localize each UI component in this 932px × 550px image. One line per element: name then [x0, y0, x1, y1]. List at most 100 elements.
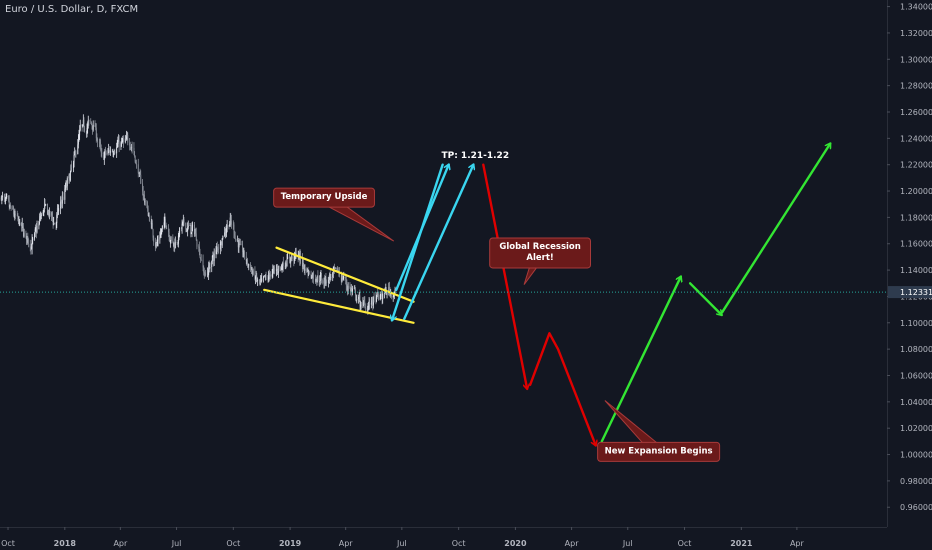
candle-body — [237, 240, 239, 248]
candle-body — [252, 269, 253, 275]
candle-body — [247, 260, 248, 264]
candle-body — [168, 232, 170, 238]
candle-body — [364, 307, 366, 309]
candle-body — [315, 280, 317, 282]
candle-body — [13, 214, 15, 217]
candle-body — [207, 272, 209, 276]
candle-body — [98, 141, 100, 143]
candle-body — [220, 243, 222, 245]
channel-line — [263, 288, 415, 324]
candle-body — [140, 174, 142, 184]
candle-body — [74, 150, 76, 155]
candle-body — [182, 221, 184, 224]
candle-body — [42, 211, 44, 215]
candle-body — [160, 232, 162, 234]
candle-body — [129, 142, 131, 146]
candle-body — [276, 269, 278, 271]
candle-body — [27, 236, 29, 239]
callout-box — [273, 187, 375, 208]
candle-body — [203, 267, 205, 273]
candle-body — [96, 138, 98, 139]
candle-body — [152, 223, 153, 230]
candle-body — [260, 278, 262, 282]
candle-body — [150, 221, 152, 225]
candle-body — [143, 194, 145, 203]
x-tick-label: Apr — [113, 539, 128, 548]
candle-body — [5, 197, 7, 202]
candle-body — [237, 240, 239, 242]
cyan-projection-arrow — [392, 163, 444, 321]
candle-body — [218, 249, 219, 251]
candle-body — [88, 119, 90, 122]
candle-body — [92, 125, 94, 130]
candle-body — [381, 296, 383, 299]
candle-body — [358, 295, 360, 297]
candle-body — [269, 273, 271, 275]
candle-body — [310, 274, 312, 279]
candle-body — [273, 268, 275, 270]
candle-body — [200, 257, 202, 260]
candle-body — [291, 256, 293, 259]
candle-body — [347, 286, 348, 291]
candle-body — [84, 128, 86, 132]
candle-body — [19, 222, 21, 226]
candle-body — [23, 226, 24, 237]
candle-body — [71, 165, 73, 168]
candle-body — [147, 208, 149, 216]
candle-body — [287, 256, 289, 260]
candle-body — [112, 151, 114, 155]
candle-body — [190, 225, 192, 234]
candle-body — [168, 228, 169, 233]
candle-body — [377, 292, 379, 295]
candle-body — [2, 195, 3, 197]
candle-body — [366, 308, 368, 312]
candle-body — [139, 173, 140, 175]
candle-body — [10, 207, 12, 209]
y-tick-label: 1.06000 — [900, 371, 932, 380]
candle-body — [195, 233, 197, 240]
candle-body — [17, 215, 19, 220]
candle-body — [238, 243, 240, 248]
candle-body — [256, 275, 258, 282]
candle-body — [359, 295, 361, 306]
candle-body — [165, 223, 167, 228]
x-tick-label: Oct — [452, 539, 466, 548]
x-tick-label: Oct — [678, 539, 692, 548]
candle-body — [34, 229, 36, 234]
candle-body — [135, 163, 137, 165]
candle-body — [277, 265, 279, 273]
candle-body — [103, 155, 105, 160]
candle-body — [156, 240, 158, 244]
candle-body — [241, 243, 243, 245]
candle-body — [337, 267, 339, 272]
candle-body — [105, 150, 107, 154]
candle-body — [74, 150, 76, 154]
candle-body — [230, 217, 232, 221]
candle-body — [264, 275, 266, 278]
candle-body — [13, 208, 15, 215]
y-tick-label: 1.16000 — [900, 240, 932, 249]
candle-body — [306, 269, 308, 272]
candle-body — [91, 124, 93, 126]
candle-body — [109, 151, 111, 153]
candle-body — [14, 213, 16, 215]
candle-body — [373, 296, 375, 298]
candle-body — [308, 271, 310, 275]
candle-body — [60, 201, 62, 203]
candle-body — [146, 200, 148, 208]
candle-body — [281, 268, 282, 270]
y-tick-label: 1.18000 — [900, 213, 932, 222]
candle-body — [261, 278, 263, 282]
candle-body — [234, 235, 236, 239]
candle-body — [16, 214, 18, 216]
channel-line — [275, 246, 415, 303]
candle-body — [134, 155, 136, 162]
candle-body — [306, 268, 308, 272]
candle-body — [200, 259, 202, 261]
x-tick-label: 2019 — [279, 539, 302, 548]
candle-body — [206, 272, 208, 276]
candle-body — [43, 203, 45, 209]
candle-body — [66, 178, 68, 187]
candle-body — [70, 165, 72, 172]
